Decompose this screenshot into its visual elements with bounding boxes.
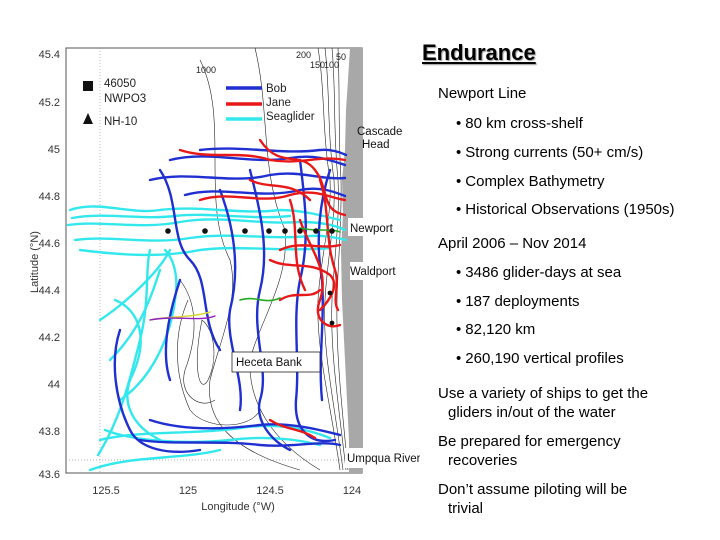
place-labels: Cascade Head Newport Waldport Heceta Ban…: [236, 126, 420, 465]
map-legend: 46050 NWPO3 NH-10 Bob Jane Seaglider: [104, 78, 315, 128]
svg-text:44.4: 44.4: [39, 285, 60, 297]
nh-line-stations: [165, 228, 335, 326]
period-bullet: • 3486 glider-days at sea: [456, 264, 622, 281]
svg-text:43.6: 43.6: [39, 469, 60, 481]
grid-lines: [66, 48, 362, 473]
period-bullet: • 82,120 km: [456, 321, 536, 338]
place-label-waldport: Waldport: [350, 266, 396, 278]
umpqua-box: [345, 448, 405, 468]
purple-track: [149, 315, 216, 321]
svg-text:124.5: 124.5: [256, 485, 284, 497]
svg-text:125: 125: [179, 485, 197, 497]
x-axis-label: Longitude (°W): [201, 501, 275, 513]
svg-text:45: 45: [48, 144, 60, 156]
place-label-newport: Newport: [350, 223, 394, 235]
svg-text:50: 50: [336, 52, 346, 62]
seaglider-tracks: [66, 205, 348, 472]
station-triangle-icon: [83, 113, 93, 124]
legend-label-bob: Bob: [266, 83, 286, 95]
newport-bullet: • Strong currents (50+ cm/s): [456, 144, 644, 161]
other-tracks: [239, 227, 341, 302]
legend-label-seaglider: Seaglider: [266, 111, 315, 123]
svg-text:45.2: 45.2: [39, 97, 60, 109]
newport-line-heading: Newport Line: [438, 85, 527, 102]
buoy-square-icon: [83, 81, 93, 91]
contour-labels: 1000 200 150 100 50: [196, 50, 346, 75]
glider-tracks: [66, 138, 348, 472]
place-label-heceta-bank: Heceta Bank: [236, 357, 302, 369]
glider-track-map: Cascade Head Newport Waldport Heceta Ban…: [29, 47, 420, 513]
newport-bullet: • Complex Bathymetry: [456, 173, 605, 190]
period-heading: April 2006 – Nov 2014: [438, 235, 587, 252]
svg-text:44.8: 44.8: [39, 191, 60, 203]
legend-station-46050: 46050: [104, 78, 136, 90]
newport-box: [348, 218, 388, 236]
svg-text:124: 124: [343, 485, 361, 497]
y-axis: 45.4 45.2 45 44.8 44.6 44.4 44.2 44 43.8…: [39, 49, 60, 481]
x-axis: 125.5 125 124.5 124: [92, 485, 361, 497]
svg-text:200: 200: [296, 50, 311, 60]
svg-text:125.5: 125.5: [92, 485, 120, 497]
place-label-cascade: Cascade: [357, 126, 402, 138]
svg-text:150: 150: [310, 60, 325, 70]
legend-station-nwpo3: NWPO3: [104, 93, 146, 105]
period-bullet: • 260,190 vertical profiles: [456, 350, 624, 367]
heceta-bank-box: [231, 351, 321, 373]
bob-tracks: [113, 147, 348, 453]
newport-bullet: • Historical Observations (1950s): [456, 201, 675, 218]
slide-title: Endurance: [422, 40, 536, 65]
legend-label-jane: Jane: [266, 97, 291, 109]
svg-text:45.4: 45.4: [39, 49, 60, 61]
jane-tracks: [178, 138, 347, 440]
note-emergency: Be prepared for emergency recoveries: [438, 433, 621, 469]
y-axis-label: Latitude (°N): [29, 231, 41, 293]
period-bullet: • 187 deployments: [456, 293, 580, 310]
place-label-umpqua: Umpqua River: [347, 453, 420, 465]
svg-text:1000: 1000: [196, 65, 216, 75]
note-piloting: Don’t assume piloting will be trivial: [438, 481, 628, 517]
legend-station-nh10: NH-10: [104, 116, 137, 128]
svg-text:43.8: 43.8: [39, 426, 60, 438]
svg-text:44.6: 44.6: [39, 238, 60, 250]
svg-text:44: 44: [48, 379, 60, 391]
newport-bullet: • 80 km cross-shelf: [456, 115, 583, 132]
svg-text:44.2: 44.2: [39, 332, 60, 344]
waldport-box: [350, 262, 394, 280]
note-ships: Use a variety of ships to get the gliders…: [438, 385, 649, 421]
place-label-head: Head: [362, 139, 390, 151]
svg-text:100: 100: [324, 60, 339, 70]
